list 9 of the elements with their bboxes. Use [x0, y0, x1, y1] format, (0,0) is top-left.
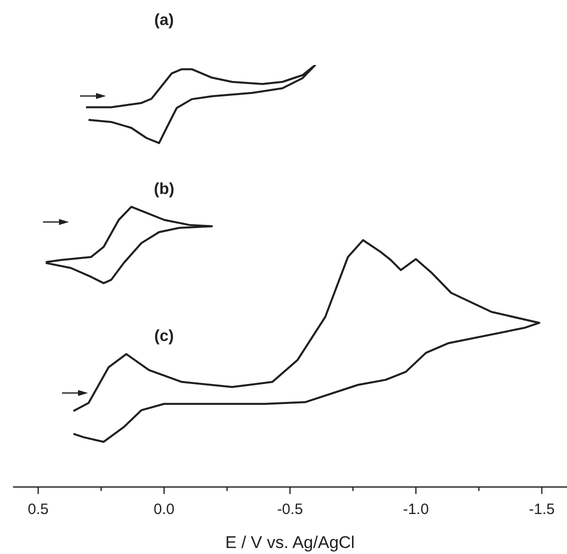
- text: (a): [154, 12, 174, 30]
- x-tick-label: 0.5: [28, 501, 49, 518]
- x-axis-title: E / V vs. Ag/AgCl: [225, 533, 355, 552]
- x-tick-label: -1.5: [528, 501, 555, 518]
- series-label: (c): [154, 328, 174, 346]
- x-tick-label: -0.5: [277, 501, 303, 518]
- x-tick-label: -1.0: [402, 501, 429, 518]
- series-label: (b): [154, 180, 174, 198]
- x-tick-label: 0.0: [154, 501, 175, 518]
